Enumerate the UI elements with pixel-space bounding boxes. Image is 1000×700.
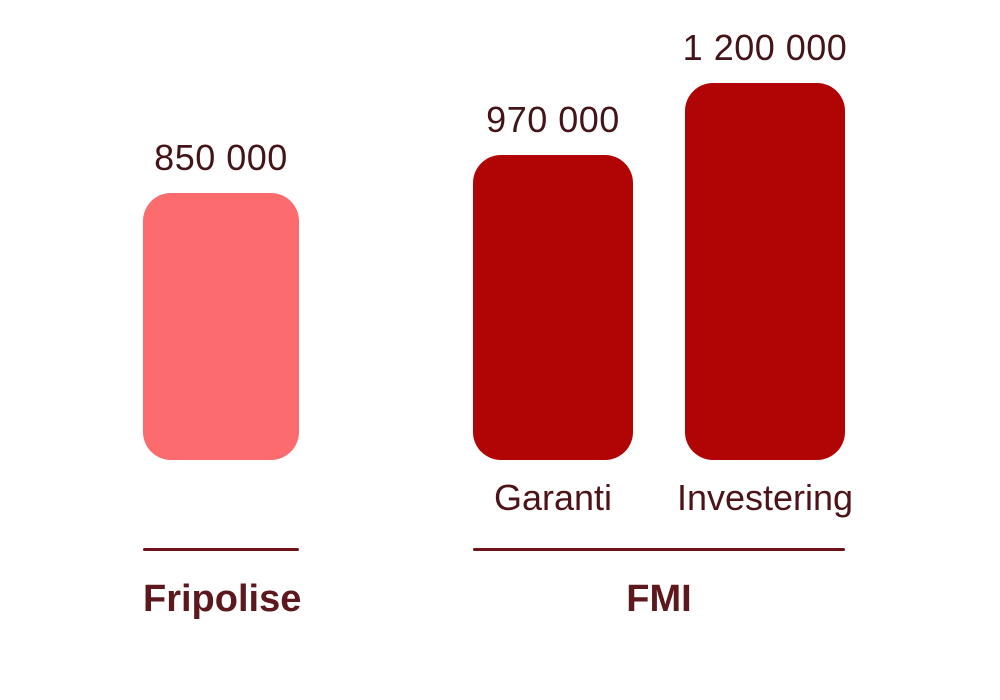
category-cell: Investering: [677, 476, 853, 524]
chart-group-fmi: 970 000 1 200 000 Garanti Investering FM…: [473, 0, 853, 621]
bar-column-investering: 1 200 000: [682, 27, 848, 460]
category-cell: Garanti: [473, 476, 633, 524]
bar-category-label: Garanti: [493, 477, 613, 518]
category-label-row: Garanti Investering: [473, 460, 853, 524]
bar-value-label: 850 000: [154, 137, 288, 178]
bar-value-label: 970 000: [486, 99, 620, 140]
chart-group-fripolise: 850 000 Fripolise: [143, 0, 302, 621]
group-label-fmi: FMI: [626, 578, 692, 620]
bar-rect-investering: [685, 83, 845, 460]
category-cell: [143, 476, 299, 524]
bar-value-label: 1 200 000: [682, 27, 848, 68]
group-label-fripolise: Fripolise: [143, 578, 302, 620]
bar-category-label: Investering: [676, 477, 854, 518]
category-label-row: [143, 460, 299, 524]
group-divider-line: [143, 548, 299, 551]
bar-column-garanti: 970 000: [473, 99, 633, 460]
bar-rect-garanti: [473, 155, 633, 460]
group-divider-line: [473, 548, 845, 551]
bar-rect-fripolise: [143, 193, 299, 460]
bars-row: 970 000 1 200 000: [473, 0, 848, 460]
bar-column-fripolise: 850 000: [143, 137, 299, 460]
bars-row: 850 000: [143, 0, 299, 460]
